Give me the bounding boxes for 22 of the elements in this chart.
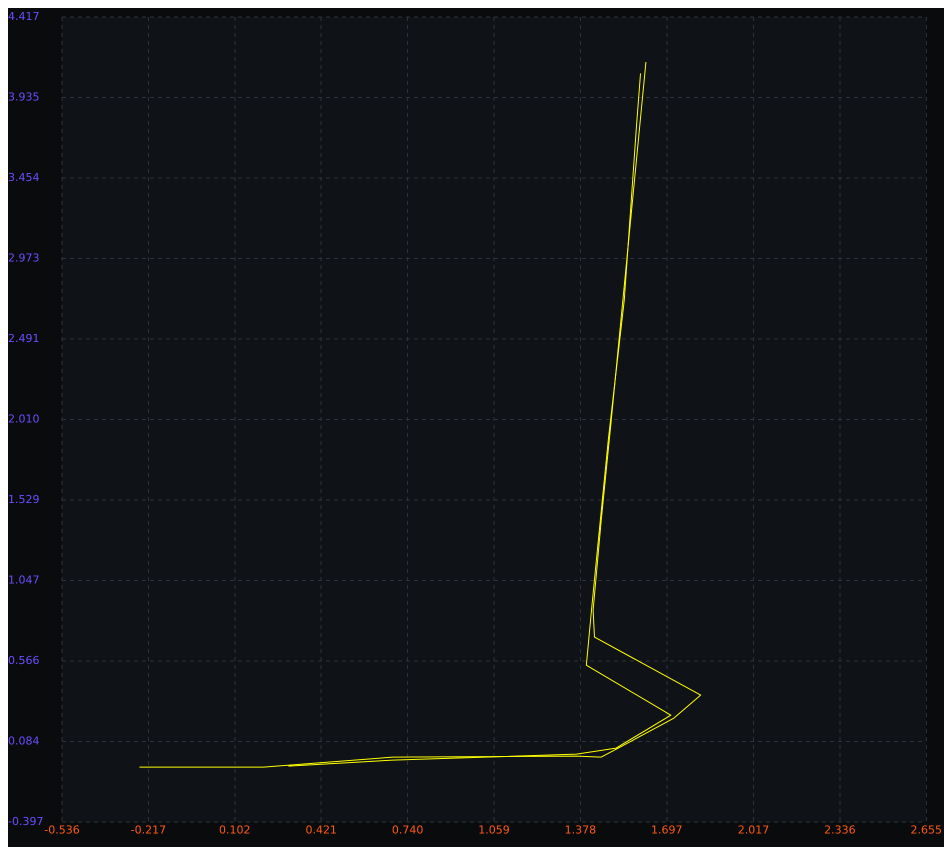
- y-tick-label: 2.491: [8, 332, 40, 345]
- y-tick-label: 2.010: [8, 412, 40, 426]
- y-tick-label: 3.935: [8, 90, 40, 104]
- x-tick-label: 2.017: [738, 823, 770, 836]
- x-tick-label: 1.378: [564, 823, 596, 836]
- y-tick-label: 3.454: [8, 170, 40, 184]
- y-tick-label: -0.397: [8, 814, 44, 828]
- y-tick-label: 4.417: [8, 10, 40, 23]
- y-tick-label: 1.529: [8, 492, 40, 506]
- x-tick-label: 1.697: [651, 823, 683, 836]
- y-tick-label: 1.047: [8, 573, 40, 586]
- x-tick-label: 2.336: [824, 823, 856, 836]
- x-tick-label: -0.217: [130, 823, 166, 836]
- x-tick-label: 0.102: [219, 823, 251, 836]
- y-tick-label: 0.566: [8, 654, 40, 667]
- y-tick-label: 0.084: [8, 734, 40, 748]
- y-tick-label: 2.973: [8, 251, 40, 264]
- x-tick-label: 0.740: [392, 823, 424, 836]
- x-tick-label: 0.421: [305, 823, 337, 836]
- x-tick-label: 1.059: [478, 823, 510, 836]
- x-tick-label: 2.655: [910, 823, 942, 836]
- x-tick-label: -0.536: [44, 823, 80, 836]
